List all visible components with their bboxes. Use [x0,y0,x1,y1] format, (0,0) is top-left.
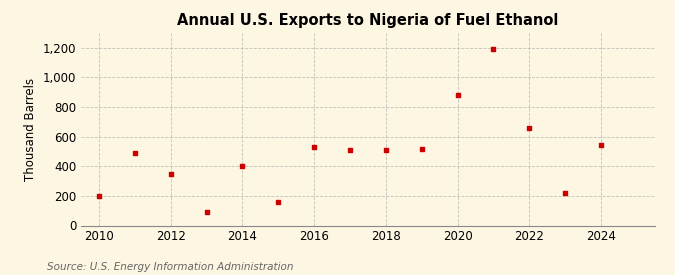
Point [524,126,535,130]
Text: Source: U.S. Energy Information Administration: Source: U.S. Energy Information Administ… [47,262,294,272]
Point [488,47,499,51]
Point [595,143,606,147]
Point [94,194,105,198]
Point [308,145,319,149]
Point [273,200,284,204]
Point [201,210,212,214]
Point [165,172,176,176]
Point [560,191,570,195]
Title: Annual U.S. Exports to Nigeria of Fuel Ethanol: Annual U.S. Exports to Nigeria of Fuel E… [177,13,559,28]
Point [344,148,355,152]
Point [452,93,463,97]
Point [381,148,392,152]
Point [237,164,248,169]
Point [130,151,140,155]
Point [416,146,427,151]
Y-axis label: Thousand Barrels: Thousand Barrels [24,78,37,181]
